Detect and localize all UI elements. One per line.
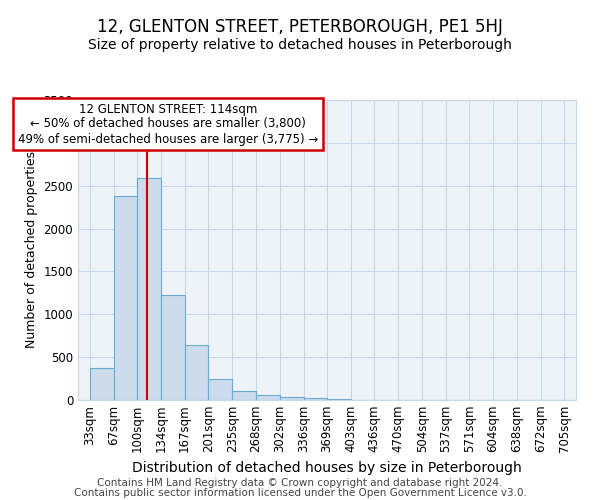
- Bar: [304, 398, 327, 400]
- Bar: [90, 368, 114, 400]
- Bar: [161, 294, 185, 400]
- Bar: [137, 178, 161, 400]
- Text: 12 GLENTON STREET: 114sqm
← 50% of detached houses are smaller (3,800)
49% of se: 12 GLENTON STREET: 114sqm ← 50% of detac…: [18, 102, 318, 146]
- X-axis label: Distribution of detached houses by size in Peterborough: Distribution of detached houses by size …: [132, 461, 522, 475]
- Bar: [280, 396, 304, 400]
- Bar: [114, 196, 137, 400]
- Bar: [256, 396, 280, 400]
- Bar: [232, 392, 256, 400]
- Bar: [327, 399, 351, 400]
- Bar: [185, 345, 208, 400]
- Bar: [208, 378, 232, 400]
- Y-axis label: Number of detached properties: Number of detached properties: [25, 152, 38, 348]
- Text: 12, GLENTON STREET, PETERBOROUGH, PE1 5HJ: 12, GLENTON STREET, PETERBOROUGH, PE1 5H…: [97, 18, 503, 36]
- Text: Size of property relative to detached houses in Peterborough: Size of property relative to detached ho…: [88, 38, 512, 52]
- Text: Contains HM Land Registry data © Crown copyright and database right 2024.: Contains HM Land Registry data © Crown c…: [97, 478, 503, 488]
- Text: Contains public sector information licensed under the Open Government Licence v3: Contains public sector information licen…: [74, 488, 526, 498]
